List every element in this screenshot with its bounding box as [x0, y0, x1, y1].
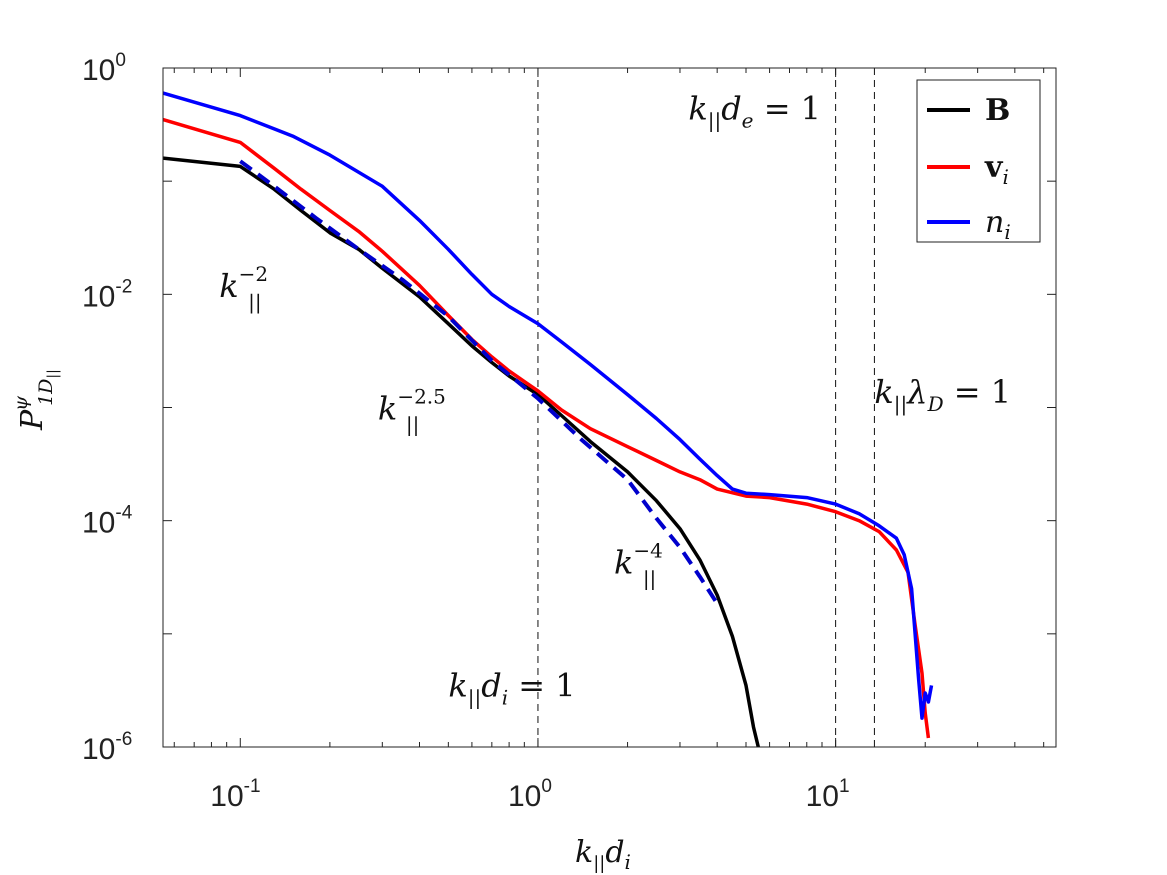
annotation-kd-i: k||di = 1 — [448, 666, 575, 710]
legend-box — [916, 79, 1041, 243]
reference-lines — [537, 68, 875, 747]
annotations: k−2 || k−2.5 || k−4 || k||di = 1 k||de = 1 k||λD… — [219, 90, 1011, 711]
y-tick-label: 10-6 — [82, 729, 132, 766]
series-line-fit — [239, 159, 719, 605]
series-lines — [163, 91, 934, 747]
x-tick-label: 101 — [806, 776, 850, 813]
y-tick-label: 100 — [82, 50, 126, 87]
y-tick-label: 10-2 — [82, 276, 132, 313]
series-line-v-i — [163, 117, 931, 739]
legend-label-vi: vi — [984, 150, 1009, 189]
y-axis-label: Pψ 1D|| — [10, 369, 61, 431]
x-tick-label: 10-1 — [210, 776, 260, 813]
annotation-slope-2: k−2 || — [219, 262, 268, 315]
x-axis-label: k||di — [575, 835, 631, 874]
legend-label-ni: ni — [985, 205, 1011, 244]
x-tick-label: 100 — [508, 776, 552, 813]
legend: B vi ni — [916, 79, 1041, 244]
axis-ticks: 10-1 100 101 10-6 10-4 10-2 100 — [82, 50, 1056, 813]
series-line-b — [163, 156, 761, 747]
series-line-n-i — [163, 91, 934, 720]
annotation-slope-4: k−4 || — [614, 539, 663, 592]
y-tick-label: 10-4 — [82, 503, 133, 540]
legend-label-b: B — [985, 93, 1010, 128]
annotation-kd-e: k||de = 1 — [688, 90, 821, 134]
annotation-slope-25: k−2.5 || — [378, 385, 446, 438]
annotation-klambda: k||λD = 1 — [874, 373, 1011, 417]
